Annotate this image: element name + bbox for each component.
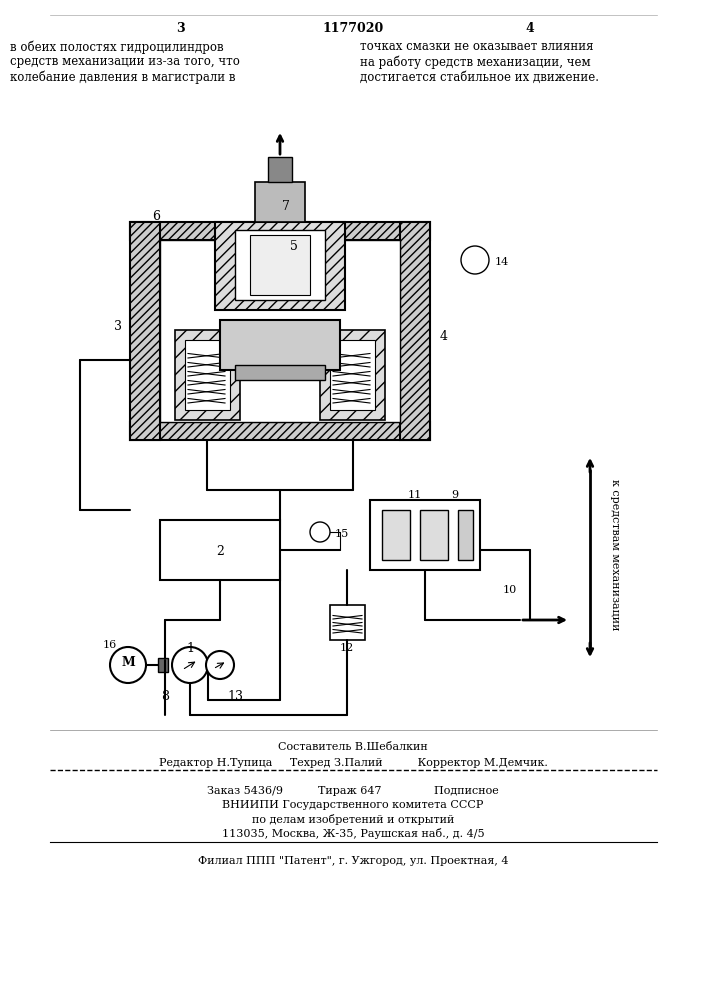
Bar [458,510,473,560]
Bar [220,320,340,370]
Bar [160,520,280,580]
Bar [130,222,160,440]
Text: 4: 4 [440,330,448,343]
Bar [250,235,310,295]
Text: ВНИИПИ Государственного комитета СССР: ВНИИПИ Государственного комитета СССР [222,800,484,810]
Text: 6: 6 [152,210,160,223]
Bar [215,222,345,310]
Text: по делам изобретений и открытий: по делам изобретений и открытий [252,814,454,825]
Text: 1177020: 1177020 [322,22,384,35]
Bar [235,230,325,300]
Text: Филиал ППП "Патент", г. Ужгород, ул. Проектная, 4: Филиал ППП "Патент", г. Ужгород, ул. Про… [198,856,508,866]
Text: 10: 10 [503,585,517,595]
Text: 3: 3 [175,22,185,35]
Bar [185,340,230,410]
Bar [235,365,325,380]
Text: 9: 9 [452,490,459,500]
Text: 16: 16 [103,640,117,650]
Text: 11: 11 [408,490,422,500]
Bar [255,182,305,222]
Bar [268,157,292,182]
Circle shape [310,522,330,542]
Circle shape [206,651,234,679]
Bar [400,222,430,440]
Text: 5: 5 [290,240,298,253]
Bar [370,500,480,570]
Text: 8: 8 [161,690,169,703]
Text: Составитель В.Шебалкин: Составитель В.Шебалкин [278,742,428,752]
Text: к средствам механизации: к средствам механизации [610,479,620,631]
Bar [330,340,375,410]
Text: Редактор Н.Тупица     Техред З.Палий          Корректор М.Демчик.: Редактор Н.Тупица Техред З.Палий Коррект… [158,758,547,768]
Circle shape [172,647,208,683]
Text: 3: 3 [114,320,122,333]
Bar [160,240,400,422]
Text: 1: 1 [186,642,194,655]
Bar [130,222,430,240]
Text: 13: 13 [227,690,243,703]
Bar [420,510,448,560]
Circle shape [461,246,489,274]
Text: 14: 14 [495,257,509,267]
Bar [320,330,385,420]
Text: 113035, Москва, Ж-35, Раушская наб., д. 4/5: 113035, Москва, Ж-35, Раушская наб., д. … [222,828,484,839]
Text: М: М [121,656,135,670]
Text: 4: 4 [525,22,534,35]
Text: 2: 2 [216,545,224,558]
Circle shape [110,647,146,683]
Bar [158,658,168,672]
Text: 7: 7 [282,200,290,213]
Bar [175,330,240,420]
Text: в обеих полостях гидроцилиндров
средств механизации из-за того, что
колебание да: в обеих полостях гидроцилиндров средств … [10,40,240,84]
Bar [330,605,365,640]
Text: 15: 15 [335,529,349,539]
Text: Заказ 5436/9          Тираж 647               Подписное: Заказ 5436/9 Тираж 647 Подписное [207,786,499,796]
Bar [130,422,430,440]
Bar [382,510,410,560]
Text: 12: 12 [340,643,354,653]
Text: точках смазки не оказывает влияния
на работу средств механизации, чем
достигаетс: точках смазки не оказывает влияния на ра… [360,40,599,84]
